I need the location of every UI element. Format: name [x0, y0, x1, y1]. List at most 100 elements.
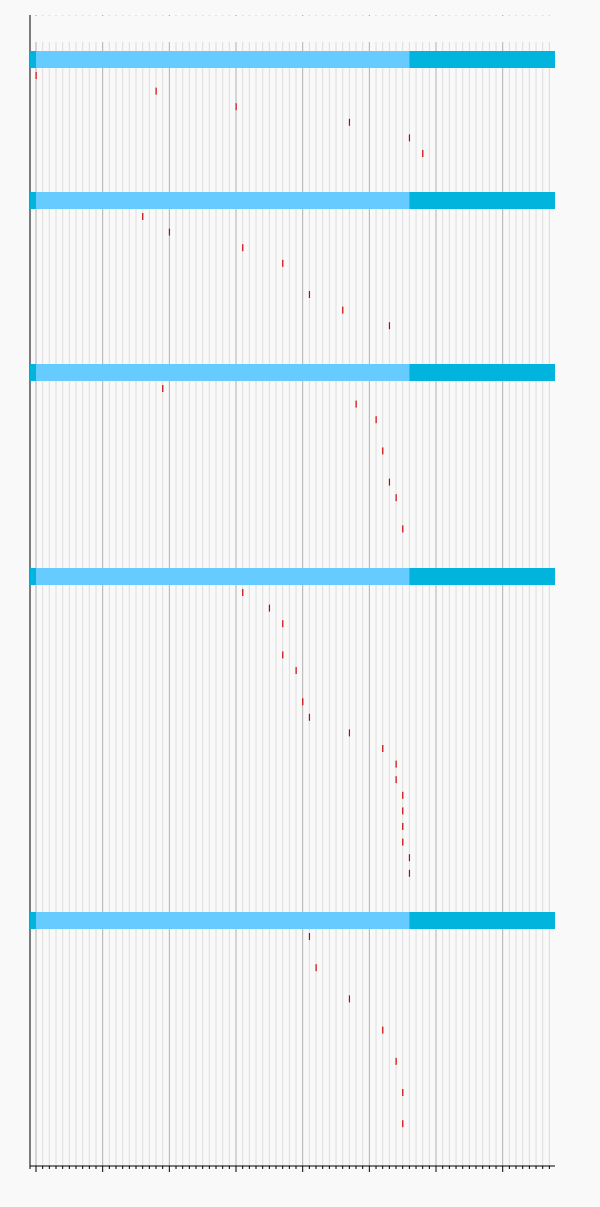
top-tick-dot: [302, 15, 304, 16]
group-bar-head: [30, 568, 36, 585]
top-tick-dot: [442, 15, 444, 16]
top-tick-dot: [268, 15, 270, 16]
group-bar: [36, 364, 410, 381]
event-mark: [382, 1026, 384, 1034]
event-mark: [395, 494, 397, 502]
top-tick-dot: [288, 15, 290, 16]
event-mark: [235, 103, 237, 111]
top-tick-dot: [548, 15, 550, 16]
event-mark: [422, 150, 424, 157]
event-mark: [348, 118, 351, 126]
event-mark: [402, 838, 404, 846]
top-tick-dot: [188, 15, 190, 16]
top-tick-dot: [382, 15, 384, 16]
event-mark: [402, 1120, 404, 1128]
event-mark: [282, 620, 284, 628]
event-mark: [382, 447, 384, 455]
top-tick-dot: [342, 15, 344, 16]
top-tick-dot: [88, 15, 90, 16]
top-tick-dot: [462, 15, 464, 16]
top-tick-dot: [528, 15, 530, 16]
group-bar-head: [30, 912, 36, 929]
group-bar-tail: [409, 51, 555, 68]
top-tick-dot: [68, 15, 70, 16]
top-tick-dot: [502, 15, 504, 16]
top-tick-dot: [122, 15, 124, 16]
top-tick-dot: [102, 15, 104, 16]
event-mark: [308, 291, 311, 298]
event-mark: [408, 134, 411, 142]
top-tick-dot: [468, 15, 470, 16]
group-bar: [36, 912, 410, 929]
event-mark: [395, 776, 397, 784]
event-mark: [295, 667, 297, 674]
top-tick-dot: [162, 15, 164, 16]
top-tick-dot: [328, 15, 330, 16]
event-mark: [395, 760, 397, 768]
event-mark: [402, 525, 404, 533]
top-tick-dot: [48, 15, 50, 16]
event-mark: [242, 589, 244, 596]
event-mark: [388, 322, 391, 330]
top-tick-dot: [488, 15, 490, 16]
top-tick-dot: [415, 15, 417, 16]
group-bar-tail: [409, 568, 555, 585]
top-tick-dot: [168, 15, 170, 16]
top-tick-dot: [95, 15, 97, 16]
top-tick-dot: [542, 15, 544, 16]
top-tick-dot: [262, 15, 264, 16]
event-mark: [315, 964, 317, 972]
top-tick-dot: [455, 15, 457, 16]
group-bar: [36, 51, 410, 68]
top-tick-dot: [315, 15, 317, 16]
top-tick-dot: [275, 15, 277, 16]
top-tick-dot: [282, 15, 284, 16]
event-mark: [268, 604, 271, 612]
top-tick-dot: [348, 15, 350, 16]
top-tick-dot: [395, 15, 397, 16]
top-tick-dot: [155, 15, 157, 16]
top-tick-dot: [202, 15, 204, 16]
event-mark: [355, 400, 357, 408]
top-tick-dot: [515, 15, 517, 16]
event-mark: [155, 87, 157, 95]
event-mark: [348, 995, 351, 1003]
top-tick-dot: [62, 15, 64, 16]
event-mark: [142, 213, 144, 220]
top-tick-dot: [108, 15, 110, 16]
event-mark: [282, 259, 284, 267]
top-tick-dot: [195, 15, 197, 16]
event-mark: [342, 306, 344, 314]
top-tick-dot: [508, 15, 510, 16]
event-mark: [402, 823, 404, 830]
top-tick-dot: [448, 15, 450, 16]
top-tick-dot: [135, 15, 137, 16]
top-tick-dot: [495, 15, 497, 16]
top-tick-dot: [215, 15, 217, 16]
group-bar: [36, 192, 410, 209]
top-tick-dot: [388, 15, 390, 16]
group-bar-head: [30, 364, 36, 381]
top-tick-dot: [255, 15, 257, 16]
top-tick-dot: [115, 15, 117, 16]
top-tick-dot: [208, 15, 210, 16]
top-tick-dot: [182, 15, 184, 16]
top-tick-dot: [55, 15, 57, 16]
top-tick-dot: [295, 15, 297, 16]
event-mark: [242, 244, 244, 252]
top-tick-dot: [368, 15, 370, 16]
top-tick-dot: [535, 15, 537, 16]
top-tick-dot: [475, 15, 477, 16]
top-tick-dot: [228, 15, 230, 16]
top-tick-dot: [248, 15, 250, 16]
group-bar-head: [30, 51, 36, 68]
top-tick-dot: [75, 15, 77, 16]
top-tick-dot: [355, 15, 357, 16]
top-tick-dot: [435, 15, 437, 16]
top-tick-dot: [308, 15, 310, 16]
top-tick-dot: [482, 15, 484, 16]
top-tick-dot: [42, 15, 44, 16]
event-mark: [402, 807, 404, 815]
top-tick-dot: [148, 15, 150, 16]
